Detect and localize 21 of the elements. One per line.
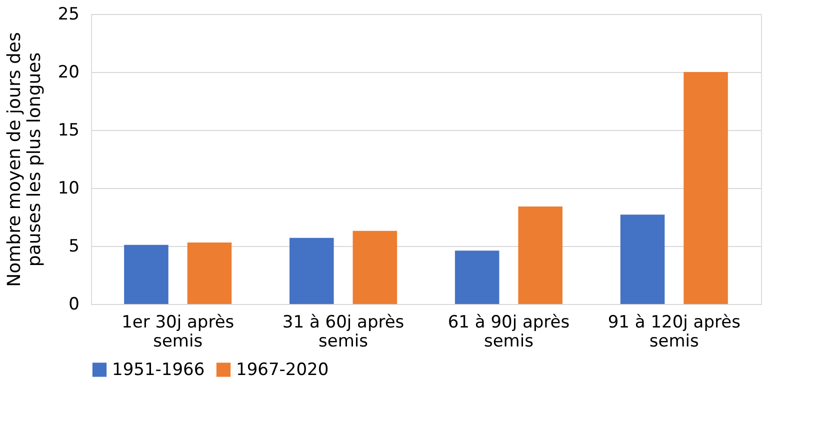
bar [187, 242, 232, 304]
x-tick-label: 61 à 90j après semis [448, 312, 570, 352]
y-tick-label: 20 [58, 62, 80, 82]
legend-label: 1967-2020 [236, 360, 329, 380]
y-tick-label: 25 [58, 4, 80, 24]
x-tick-label: 1er 30j après semis [122, 312, 234, 352]
bar [124, 244, 168, 304]
x-tick-label: 91 à 120j après semis [608, 312, 741, 352]
x-tick-label: 31 à 60j après semis [282, 312, 404, 352]
y-tick-label: 15 [58, 120, 80, 140]
bar [454, 250, 500, 304]
bar [352, 230, 398, 304]
y-axis-title: Nombre moyen de jours des pauses les plus longues [4, 32, 45, 287]
bar [620, 214, 665, 304]
y-tick-label: 0 [68, 294, 80, 314]
y-tick-label: 10 [58, 178, 80, 198]
bar [684, 72, 728, 304]
legend-label: 1951-1966 [112, 360, 205, 380]
y-tick-label: 5 [68, 236, 80, 256]
bar [290, 238, 334, 304]
bar [518, 206, 562, 304]
